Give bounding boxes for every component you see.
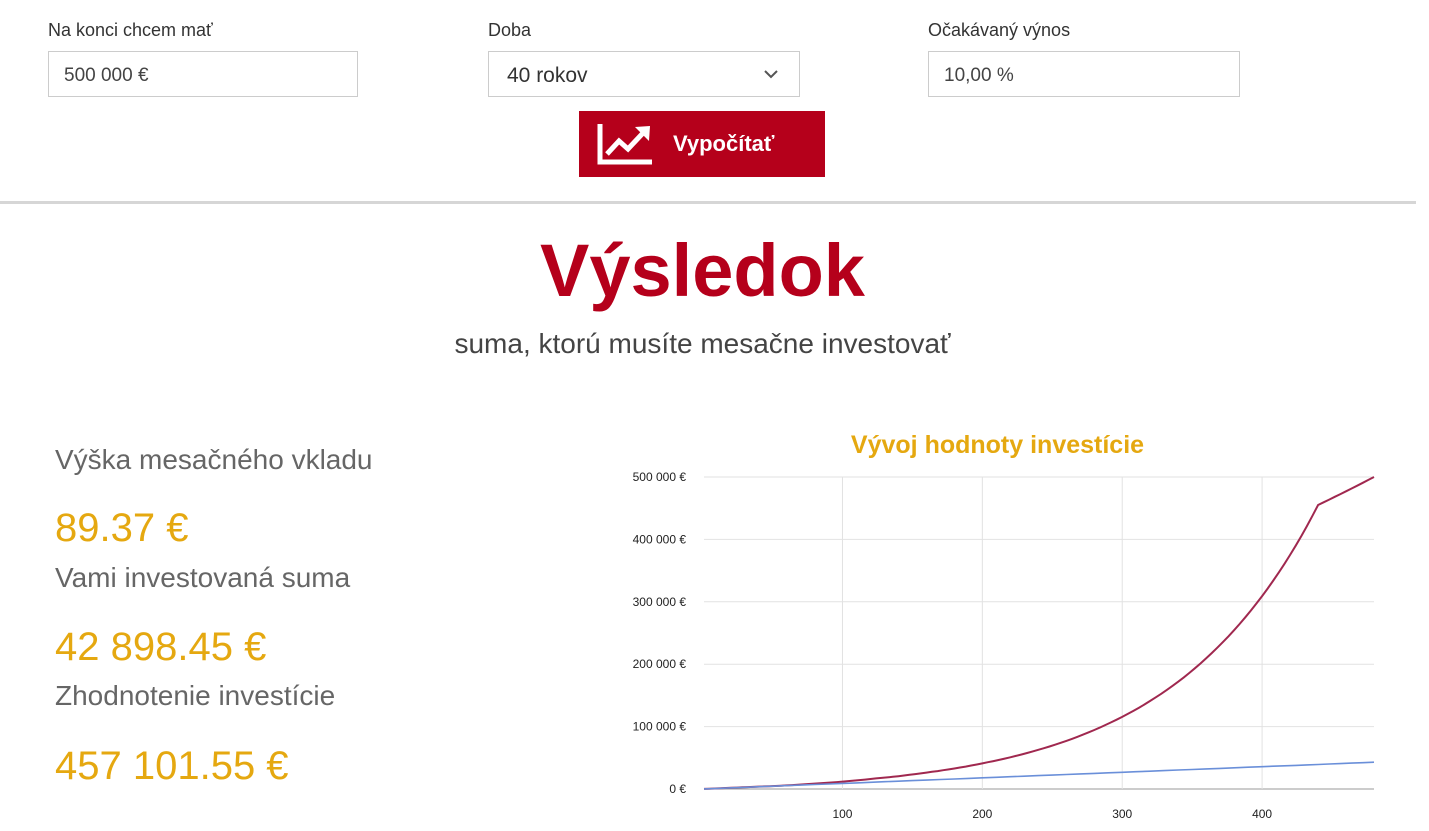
expected-yield-label: Očakávaný výnos bbox=[928, 20, 1071, 40]
invested-series-line bbox=[703, 761, 1375, 790]
y-tick-label: 200 000 € bbox=[633, 657, 687, 671]
y-tick-label: 400 000 € bbox=[633, 532, 687, 546]
calculate-button[interactable]: Vypočítať bbox=[579, 111, 825, 177]
y-tick-label: 100 000 € bbox=[633, 720, 687, 734]
investment-value-chart: 0 € 100 000 € 200 000 € 300 000 € 400 000 € 5… bbox=[633, 470, 1375, 821]
x-tick-label: 100 bbox=[832, 807, 852, 821]
investment-gain-value: 457 101.55 € bbox=[55, 744, 289, 788]
y-tick-label: 500 000 € bbox=[633, 470, 687, 484]
monthly-deposit-value: 89.37 € bbox=[55, 506, 189, 550]
chart-title: Vývoj hodnoty investície bbox=[850, 431, 1145, 459]
period-selected-value: 40 rokov bbox=[507, 64, 588, 87]
expected-yield-input[interactable]: 10,00 % bbox=[928, 51, 1240, 97]
result-title: Výsledok bbox=[540, 229, 865, 312]
x-tick-label: 300 bbox=[1112, 807, 1132, 821]
monthly-deposit-label: Výška mesačného vkladu bbox=[55, 444, 373, 475]
chevron-down-icon bbox=[764, 70, 778, 79]
x-tick-label: 200 bbox=[972, 807, 992, 821]
period-select[interactable]: 40 rokov bbox=[488, 51, 800, 97]
y-tick-label: 0 € bbox=[669, 782, 686, 796]
invested-sum-value: 42 898.45 € bbox=[55, 625, 267, 669]
x-tick-label: 400 bbox=[1252, 807, 1272, 821]
invested-sum-label: Vami investovaná suma bbox=[55, 562, 351, 593]
calculate-button-label: Vypočítať bbox=[673, 131, 775, 156]
value-series-line bbox=[703, 476, 1375, 790]
section-divider bbox=[0, 201, 1416, 204]
chart-trend-up-icon bbox=[597, 124, 652, 165]
period-label: Doba bbox=[488, 20, 532, 40]
investment-gain-label: Zhodnotenie investície bbox=[55, 680, 336, 711]
result-subtitle: suma, ktorú musíte mesačne investovať bbox=[454, 328, 951, 359]
target-amount-value: 500 000 € bbox=[64, 65, 149, 86]
y-tick-label: 300 000 € bbox=[633, 595, 687, 609]
target-amount-label: Na konci chcem mať bbox=[48, 20, 213, 40]
target-amount-input[interactable]: 500 000 € bbox=[48, 51, 358, 97]
expected-yield-value: 10,00 % bbox=[944, 65, 1014, 86]
